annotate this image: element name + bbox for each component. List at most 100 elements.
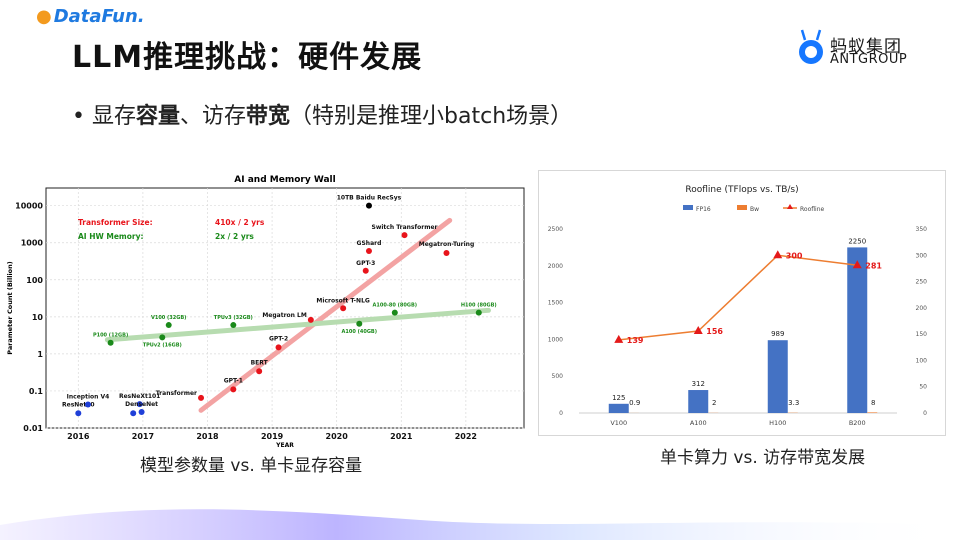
y-left-tick-label: 2000 bbox=[548, 263, 563, 270]
point-label: Inception V4 bbox=[67, 394, 110, 401]
bw-bar bbox=[867, 412, 878, 413]
fp16-data-label: 312 bbox=[692, 380, 705, 388]
point-label: Transformer bbox=[156, 390, 197, 397]
data-point-models_red bbox=[401, 232, 408, 239]
data-point-models_red bbox=[198, 394, 205, 401]
y-tick-label: 10000 bbox=[15, 202, 43, 211]
y-axis-label: Parameter Count (Billion) bbox=[6, 261, 14, 355]
y-left-tick-label: 0 bbox=[559, 410, 563, 417]
data-point-models_red bbox=[256, 368, 263, 375]
x-tick-label: 2017 bbox=[132, 432, 154, 441]
legend-label: FP16 bbox=[696, 206, 711, 213]
annotation-value: 410x / 2 yrs bbox=[215, 218, 265, 227]
point-label: 10TB Baidu RecSys bbox=[337, 195, 402, 202]
legend-swatch bbox=[683, 205, 693, 210]
fp16-data-label: 2250 bbox=[848, 237, 866, 245]
point-label: GPT-3 bbox=[356, 260, 375, 267]
roofline-marker bbox=[773, 250, 783, 259]
x-tick-label: 2019 bbox=[261, 432, 284, 441]
y-right-tick-label: 200 bbox=[916, 305, 928, 312]
ant-brand-cn: 蚂蚁集团 bbox=[830, 37, 902, 57]
bullet-point: • 显存容量、访存带宽（特别是推理小batch场景） bbox=[72, 104, 573, 129]
y-right-tick-label: 250 bbox=[916, 279, 928, 286]
bullet-text: 显存容量、访存带宽（特别是推理小batch场景） bbox=[92, 104, 572, 129]
x-tick-label: 2022 bbox=[455, 432, 477, 441]
data-point-hw_memory bbox=[356, 320, 363, 327]
roofline-figure: Roofline (TFlops vs. TB/s) FP16 Bw Roofline… bbox=[538, 170, 946, 436]
ant-icon bbox=[799, 29, 823, 64]
caption-right: 单卡算力 vs. 访存带宽发展 bbox=[660, 448, 866, 468]
point-label: BERT bbox=[251, 359, 269, 366]
bw-data-label: 0.9 bbox=[629, 399, 640, 407]
data-point-hw_memory bbox=[159, 334, 166, 341]
y-left-tick-label: 1500 bbox=[548, 300, 563, 307]
memory-wall-figure: 0.01 0.1 1 10 100 1000 10000 2016 2017 2018 2019 20… bbox=[2, 170, 530, 450]
roofline-data-label: 281 bbox=[865, 261, 882, 270]
y-left-tick-label: 2500 bbox=[548, 226, 563, 233]
point-label: P100 (12GB) bbox=[93, 333, 128, 339]
data-point-models_red bbox=[340, 305, 347, 312]
data-point-models_red bbox=[362, 267, 369, 274]
data-point-hw_memory bbox=[475, 309, 482, 316]
x-tick-label: 2021 bbox=[390, 432, 413, 441]
fp16-bar bbox=[608, 403, 629, 413]
roofline-chart: Roofline (TFlops vs. TB/s) FP16 Bw Roofline… bbox=[548, 185, 928, 427]
data-point-recsys bbox=[365, 202, 372, 209]
antgroup-logo: 蚂蚁集团 ANTGROUP bbox=[796, 28, 926, 72]
caption-left: 模型参数量 vs. 单卡显存容量 bbox=[140, 456, 363, 476]
data-point-models_blue bbox=[130, 410, 137, 417]
category-label: A100 bbox=[690, 419, 707, 427]
annotation-value: 2x / 2 yrs bbox=[215, 232, 254, 241]
data-point-models_blue bbox=[75, 410, 82, 417]
data-point-models_red bbox=[365, 247, 372, 254]
bw-data-label: 8 bbox=[871, 399, 875, 407]
plot-frame bbox=[45, 187, 525, 429]
chart-title: Roofline (TFlops vs. TB/s) bbox=[685, 185, 798, 195]
bw-data-label: 2 bbox=[712, 399, 716, 407]
data-point-models_red bbox=[275, 344, 282, 351]
y-tick-label: 0.01 bbox=[23, 424, 43, 433]
data-point-models_blue bbox=[84, 401, 91, 408]
fp16-bar bbox=[847, 247, 868, 413]
data-point-models_red bbox=[230, 386, 237, 393]
ant-brand-en: ANTGROUP bbox=[830, 52, 908, 67]
point-label: Megatron-Turing bbox=[419, 241, 475, 248]
point-label: DenseNet bbox=[125, 401, 158, 408]
x-tick-label: 2018 bbox=[196, 432, 219, 441]
point-label: GPT-1 bbox=[224, 377, 243, 384]
legend-label: Roofline bbox=[800, 206, 824, 213]
legend-swatch-marker bbox=[787, 204, 793, 209]
annotation-label: Transformer Size: bbox=[78, 218, 153, 227]
data-point-hw_memory bbox=[107, 339, 114, 346]
legend-swatch bbox=[737, 205, 747, 210]
bullet-part-3: 带宽 bbox=[246, 104, 291, 129]
point-label: Megatron LM bbox=[262, 312, 307, 319]
y-tick-label: 100 bbox=[26, 276, 43, 285]
y-tick-label: 10 bbox=[32, 313, 44, 322]
y-right-tick-label: 300 bbox=[916, 252, 928, 259]
point-label: Microsoft T-NLG bbox=[316, 297, 369, 304]
point-label: Switch Transformer bbox=[372, 224, 438, 231]
x-tick-label: 2016 bbox=[67, 432, 90, 441]
fp16-bar bbox=[767, 340, 788, 413]
legend-label: Bw bbox=[750, 206, 759, 213]
data-point-models_blue bbox=[136, 401, 143, 408]
bullet-part-0: 显存 bbox=[91, 104, 136, 129]
bw-data-label: 3.3 bbox=[788, 399, 799, 407]
point-label: ResNet50 bbox=[62, 401, 95, 408]
trend-line-memory bbox=[104, 307, 491, 343]
y-left-tick-label: 500 bbox=[552, 373, 564, 380]
point-label: GShard bbox=[357, 240, 382, 247]
category-label: H100 bbox=[769, 419, 786, 427]
data-point-models_blue bbox=[138, 409, 145, 416]
y-tick-label: 1000 bbox=[21, 239, 44, 248]
decorative-wave bbox=[0, 509, 960, 540]
roofline-line bbox=[618, 254, 858, 341]
roofline-marker bbox=[614, 334, 624, 343]
data-point-hw_memory bbox=[230, 322, 237, 329]
x-axis-label: YEAR bbox=[275, 442, 294, 449]
trend-line-transformer bbox=[198, 217, 453, 413]
data-point-hw_memory bbox=[391, 309, 398, 316]
y-left-tick-label: 1000 bbox=[548, 336, 563, 343]
roofline-data-label: 300 bbox=[786, 251, 803, 260]
